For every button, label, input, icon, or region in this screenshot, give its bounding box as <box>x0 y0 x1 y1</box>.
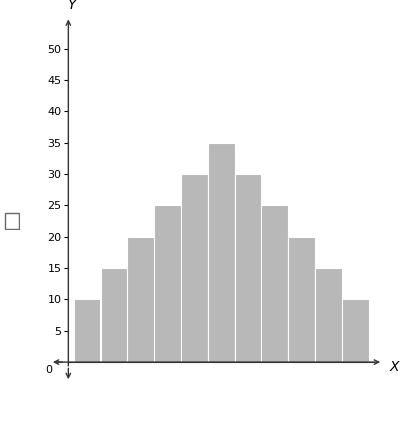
Bar <box>288 237 314 362</box>
Bar <box>180 174 207 362</box>
FancyBboxPatch shape <box>5 213 19 229</box>
Text: Y: Y <box>67 0 75 12</box>
Bar <box>341 299 368 362</box>
Bar <box>234 174 261 362</box>
Bar <box>73 299 100 362</box>
Bar <box>207 143 234 362</box>
Bar <box>100 268 127 362</box>
Text: 0: 0 <box>45 366 52 375</box>
Bar <box>314 268 341 362</box>
Bar <box>261 205 288 362</box>
Bar <box>127 237 154 362</box>
Text: X: X <box>388 360 398 374</box>
Bar <box>154 205 180 362</box>
